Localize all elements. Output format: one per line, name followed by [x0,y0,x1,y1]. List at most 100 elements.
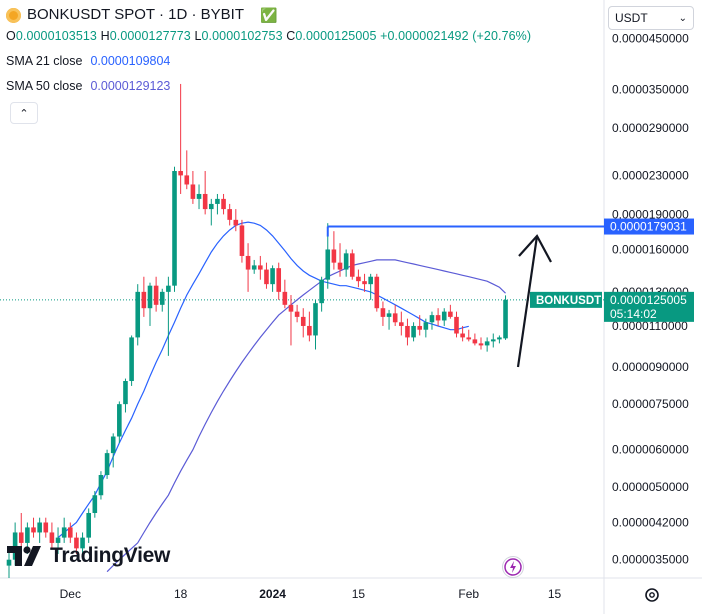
last-price-tag [604,291,694,322]
candle-body [270,268,275,285]
bonk-logo-icon [6,7,21,23]
candle-body [497,337,502,340]
candle-body [276,268,282,292]
annotation-arrow-shaft [516,235,539,368]
symbol-label: BONKUSDT SPOT · 1D · BYBIT [27,6,244,23]
candle-body [490,339,496,342]
collapse-legend-button[interactable]: ⌃ [10,102,38,124]
candle [31,517,36,538]
time-tick-label: Feb [458,587,479,601]
candle-body [258,265,263,270]
sma21-label: SMA 21 close [6,54,83,68]
candle [6,548,12,578]
candle [331,231,337,270]
countdown-label: 05:14:02 [610,307,657,321]
candle [466,329,472,342]
annotation-arrow-head [518,234,552,263]
candle-body [411,325,416,338]
sma21-legend[interactable]: SMA 21 close 0.0000109804 [6,52,531,70]
candle [202,171,208,215]
sma50-legend[interactable]: SMA 50 close 0.0000129123 [6,77,531,95]
candle [399,311,404,336]
candle [319,276,324,312]
candle-body [74,537,79,549]
candle [374,273,380,312]
sma50-value: 0.0000129123 [90,79,171,93]
candle [454,311,459,338]
candle-body [61,527,67,538]
candle [405,318,410,346]
candle-body [190,184,196,199]
open-label: O [6,29,16,43]
price-tick-label: 0.0000050000 [612,480,689,494]
candle-body [43,522,49,533]
symbol-title[interactable]: BONKUSDT SPOT · 1D · BYBIT ✅ [6,6,531,24]
candle-body [319,279,324,304]
candle-body [172,171,177,286]
candle-body [166,285,171,292]
candle-body [405,325,410,338]
price-tick-label: 0.0000042000 [612,515,689,529]
candle-body [343,253,349,270]
candle-body [380,308,386,317]
candle-body [245,255,251,270]
candle-body [454,316,459,334]
candle [503,295,508,340]
last-price-label: 0.0000125005 [610,293,687,307]
candle [356,269,361,288]
candle [80,532,85,554]
chevron-down-icon: ⌄ [678,12,687,24]
candle-body [55,537,61,543]
sma50-line [106,259,506,573]
time-tick-label: Dec [60,587,81,601]
candle [74,532,79,554]
candle-body [104,453,110,476]
lightning-icon [504,558,522,576]
candle [184,150,190,190]
candle [411,322,416,342]
candle [276,262,282,300]
candle-body [466,337,472,340]
candle-body [6,559,12,566]
candle [490,333,496,348]
candle [233,209,239,232]
candle [270,265,275,292]
candle [288,295,294,346]
candle-body [141,291,147,309]
candle-body [110,436,116,454]
candle [37,517,42,543]
settings-button[interactable] [643,586,661,609]
candle [190,171,196,204]
time-tick-label: 18 [174,587,188,601]
candle [172,166,177,292]
candle [448,304,453,319]
candles [6,83,508,578]
alert-button[interactable] [502,556,524,578]
candle-body [227,209,232,220]
symbol-tag-label: BONKUSDT [536,295,601,307]
price-tick-label: 0.0000035000 [612,553,689,567]
candle-body [325,249,331,280]
candle [264,262,269,289]
candle-body [307,325,312,336]
candle-body [503,299,508,339]
candle [166,276,171,356]
candle-body [374,276,380,309]
candle [441,308,447,326]
candle-body [49,532,55,543]
candle-body [331,249,337,263]
change-value: +0.0000021492 (+20.76%) [380,29,532,43]
candle-body [202,193,208,210]
candle [141,276,147,317]
candle-body [135,291,141,338]
candle-body [417,325,423,330]
market-open-icon: ✅ [260,7,278,23]
currency-select[interactable]: USDT ⌄ [608,6,694,30]
candle-body [98,475,104,496]
candle [478,337,484,350]
candle-body [153,285,159,305]
candle-body [239,225,245,256]
sma50-label: SMA 50 close [6,79,83,93]
candle [153,276,159,312]
